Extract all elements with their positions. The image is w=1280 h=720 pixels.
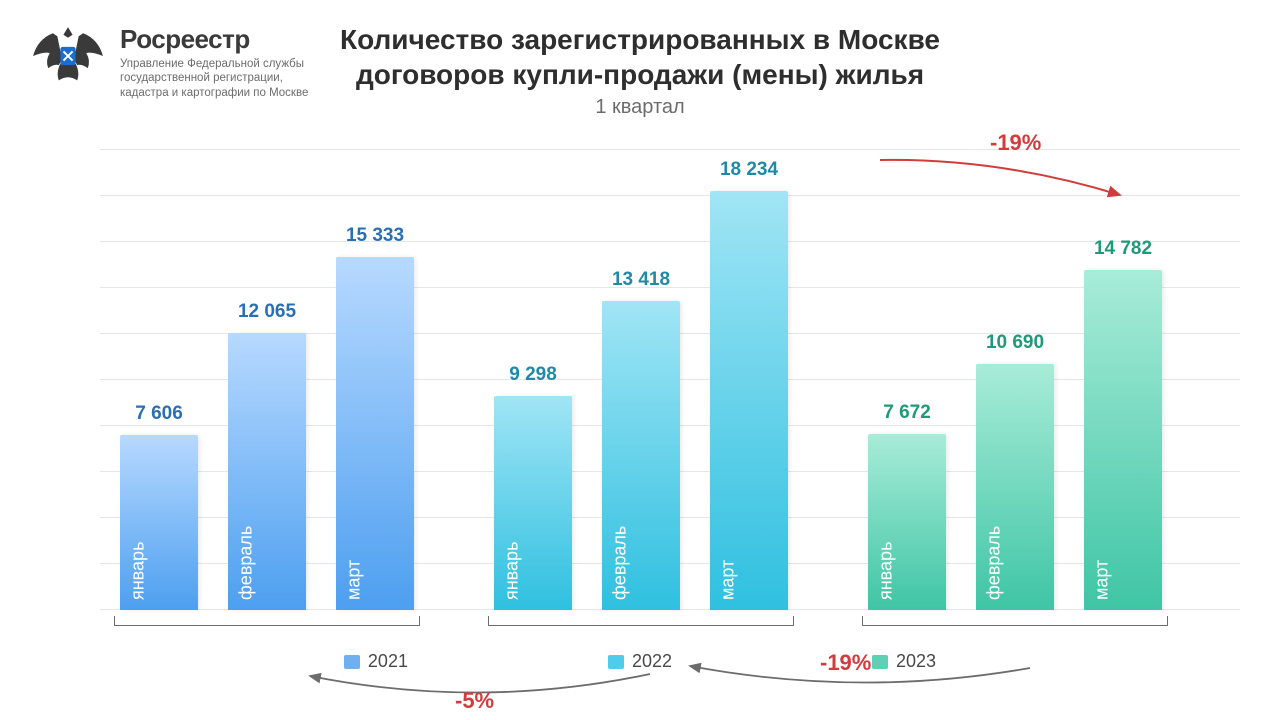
chart-title-block: Количество зарегистрированных в Москве д… (0, 22, 1280, 119)
annotation-arrow-top (870, 150, 1130, 210)
group-bracket (862, 616, 1168, 626)
chart-subtitle: 1 квартал (0, 96, 1280, 119)
group-bracket (488, 616, 794, 626)
chart-title-line1: Количество зарегистрированных в Москве (0, 22, 1280, 57)
legend-swatch (344, 655, 360, 669)
group-bracket (114, 616, 420, 626)
annotation-bottom-left: -5% (455, 688, 494, 714)
bar-month-label: февраль (610, 526, 631, 600)
bar-month-label: январь (128, 542, 149, 600)
bar: январь (868, 434, 946, 610)
bar-month-label: январь (876, 542, 897, 600)
bar-month-label: январь (502, 542, 523, 600)
bar: январь (120, 435, 198, 610)
bar-value-label: 18 234 (689, 159, 809, 181)
bar-value-label: 13 418 (581, 269, 701, 291)
legend-swatch (608, 655, 624, 669)
bar: март (1084, 270, 1162, 610)
bar-value-label: 12 065 (207, 301, 327, 323)
chart-title-line2: договоров купли-продажи (мены) жилья (0, 57, 1280, 92)
bar-value-label: 15 333 (315, 225, 435, 247)
bar: март (710, 191, 788, 610)
bar-month-label: март (718, 560, 739, 600)
bar-value-label: 14 782 (1063, 238, 1183, 260)
bar-value-label: 10 690 (955, 332, 1075, 354)
bar-month-label: март (1092, 560, 1113, 600)
bar-month-label: март (344, 560, 365, 600)
annotation-bottom-right: -19% (820, 650, 871, 676)
bar: февраль (976, 364, 1054, 610)
bar-value-label: 9 298 (473, 364, 593, 386)
bar: февраль (602, 301, 680, 610)
bar: март (336, 257, 414, 610)
bar-month-label: февраль (236, 526, 257, 600)
bar: февраль (228, 333, 306, 610)
bar: январь (494, 396, 572, 610)
bar-value-label: 7 672 (847, 402, 967, 424)
bar-month-label: февраль (984, 526, 1005, 600)
plot-area: январь 7 606 февраль 12 065 март 15 333 январь… (100, 150, 1240, 610)
bar-value-label: 7 606 (99, 403, 219, 425)
